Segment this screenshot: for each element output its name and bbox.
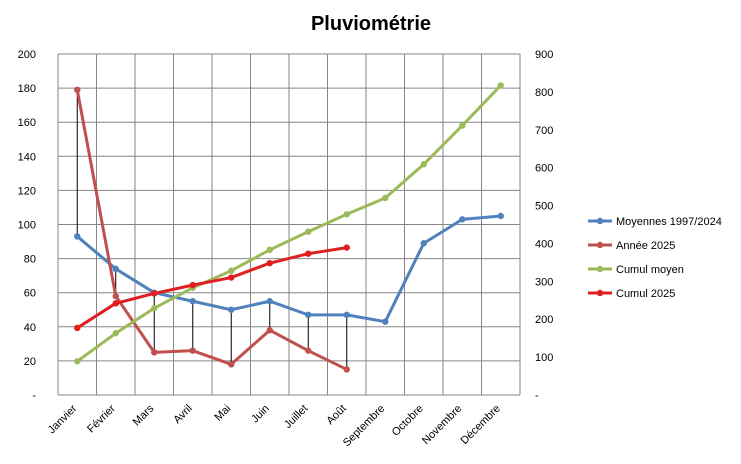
legend-marker-ann-e-2025 — [596, 241, 604, 249]
y-right-tick-label: - — [535, 390, 539, 402]
grid — [57, 53, 521, 396]
y-right-tick-label: 800 — [535, 87, 553, 99]
y-left-tick-label: - — [32, 390, 36, 402]
y-right-tick-label: 700 — [535, 125, 553, 137]
data-point-cumul-moyen — [228, 267, 235, 274]
data-point-cumul-2025 — [112, 300, 119, 307]
data-point-cumul-2025 — [266, 259, 273, 267]
series-line-cumul-2025 — [76, 246, 347, 330]
data-point-moyennes-1997-2024 — [382, 318, 389, 325]
data-point-cumul-moyen — [459, 122, 466, 129]
y-right-tick-label: 300 — [535, 276, 553, 288]
legend-label-cumul-2025: Cumul 2025 — [616, 288, 675, 300]
legend-marker-cumul-moyen — [596, 265, 604, 273]
data-point-ann-e-2025 — [112, 292, 119, 300]
y-right-tick-label: 100 — [535, 352, 553, 364]
y-left-tick-label: 180 — [18, 83, 36, 95]
data-point-moyennes-1997-2024 — [305, 311, 312, 319]
series-layer — [74, 82, 504, 373]
data-point-moyennes-1997-2024 — [459, 216, 466, 223]
legend-label-ann-e-2025: Année 2025 — [616, 240, 675, 252]
data-point-cumul-moyen — [74, 358, 81, 365]
series-line-moyennes-1997-2024 — [76, 214, 501, 324]
data-point-cumul-2025 — [189, 281, 196, 289]
y-left-tick-label: 140 — [18, 151, 36, 163]
data-point-ann-e-2025 — [266, 327, 273, 334]
y-left-tick-label: 80 — [24, 254, 36, 266]
data-point-cumul-moyen — [382, 194, 389, 202]
data-point-cumul-2025 — [305, 250, 312, 257]
data-point-ann-e-2025 — [228, 361, 235, 368]
y-right-tick-label: 500 — [535, 201, 553, 213]
y-right-tick-label: 400 — [535, 238, 553, 250]
legend-label-cumul-moyen: Cumul moyen — [616, 264, 684, 276]
y-left-tick-label: 120 — [18, 185, 36, 197]
series-line-ann-e-2025 — [75, 89, 348, 371]
y-right-tick-label: 600 — [535, 163, 553, 175]
data-point-cumul-moyen — [420, 161, 427, 168]
data-point-moyennes-1997-2024 — [189, 298, 196, 305]
data-point-ann-e-2025 — [343, 366, 350, 373]
data-point-cumul-2025 — [228, 274, 235, 281]
data-point-moyennes-1997-2024 — [266, 298, 273, 305]
legend-marker-cumul-2025 — [596, 289, 604, 297]
y-left-tick-label: 160 — [18, 117, 36, 129]
chart-title: Pluviométrie — [311, 13, 431, 35]
data-point-moyennes-1997-2024 — [74, 233, 81, 240]
y-left-tick-label: 200 — [18, 49, 36, 61]
data-point-cumul-moyen — [151, 305, 158, 312]
data-point-ann-e-2025 — [189, 347, 196, 354]
data-point-ann-e-2025 — [74, 86, 81, 94]
data-point-cumul-moyen — [305, 228, 312, 235]
data-point-moyennes-1997-2024 — [420, 240, 427, 247]
data-point-moyennes-1997-2024 — [343, 311, 350, 319]
legend: Moyennes 1997/2024 Année 2025 Cumul moyen C… — [588, 216, 722, 300]
y-left-tick-label: 100 — [18, 220, 36, 232]
y-left-tick-label: 60 — [24, 288, 36, 300]
drop-lines — [76, 89, 348, 370]
data-point-moyennes-1997-2024 — [112, 265, 119, 273]
data-point-cumul-2025 — [151, 290, 158, 297]
data-point-ann-e-2025 — [151, 349, 158, 356]
legend-label-moyennes-1997-2024: Moyennes 1997/2024 — [616, 216, 722, 228]
data-point-moyennes-1997-2024 — [497, 212, 504, 220]
y-left-tick-label: 20 — [24, 356, 36, 368]
y-right-tick-label: 900 — [535, 49, 553, 61]
data-point-cumul-moyen — [497, 82, 504, 89]
data-point-moyennes-1997-2024 — [228, 306, 235, 313]
series-line-cumul-moyen — [76, 84, 502, 363]
data-point-cumul-moyen — [112, 330, 119, 337]
y-left-tick-label: 40 — [24, 322, 36, 334]
data-point-cumul-2025 — [74, 324, 81, 332]
data-point-cumul-moyen — [343, 211, 350, 218]
data-point-cumul-2025 — [343, 244, 350, 251]
data-point-ann-e-2025 — [305, 347, 312, 354]
legend-marker-moyennes-1997-2024 — [596, 217, 604, 225]
data-point-cumul-moyen — [266, 246, 273, 254]
y-right-tick-label: 200 — [535, 314, 553, 326]
